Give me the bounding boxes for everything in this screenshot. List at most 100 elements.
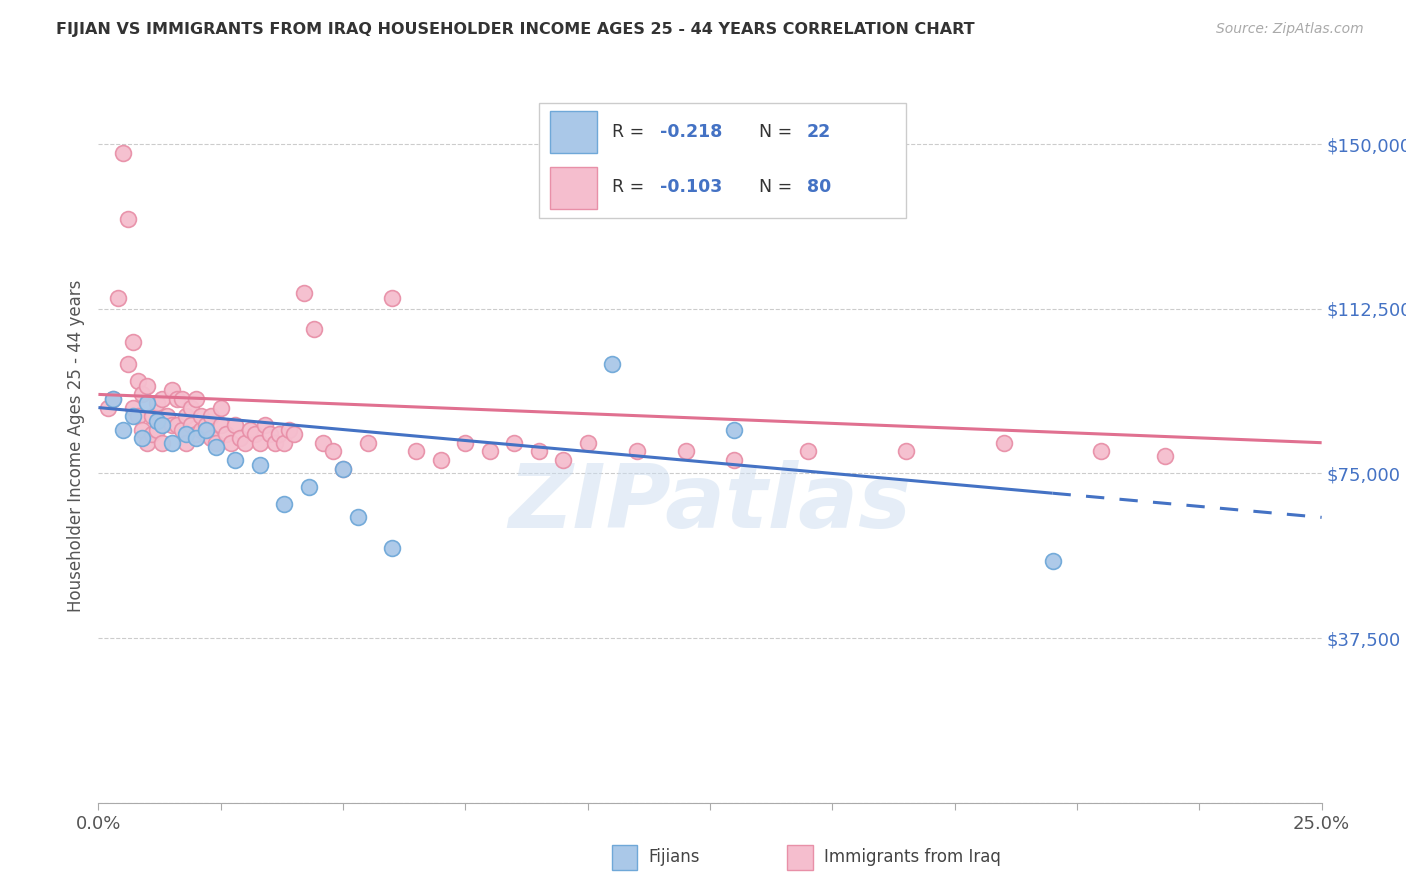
Point: [121, 409, 143, 424]
Point: [107, 291, 129, 305]
Point: [723, 423, 745, 437]
Point: [117, 357, 139, 371]
Point: [214, 426, 236, 441]
Point: [190, 409, 212, 424]
Point: [273, 435, 295, 450]
Point: [160, 418, 183, 433]
Point: [263, 435, 285, 450]
Point: [127, 374, 149, 388]
Point: [600, 357, 623, 371]
Point: [205, 435, 228, 450]
Point: [224, 453, 246, 467]
Point: [170, 392, 193, 406]
Point: [332, 462, 354, 476]
Point: [170, 423, 193, 437]
Point: [239, 423, 262, 437]
Point: [186, 426, 208, 441]
Point: [233, 435, 256, 450]
Point: [527, 444, 550, 458]
Point: [186, 431, 208, 445]
Point: [186, 392, 208, 406]
Point: [166, 392, 188, 406]
Point: [253, 418, 276, 433]
Point: [121, 401, 143, 415]
Point: [97, 401, 120, 415]
Point: [332, 462, 354, 476]
Point: [146, 423, 169, 437]
Point: [312, 435, 335, 450]
Point: [136, 435, 159, 450]
Point: [146, 396, 169, 410]
Point: [229, 431, 252, 445]
Point: [195, 423, 218, 437]
Point: [576, 435, 599, 450]
Point: [117, 211, 139, 226]
Point: [478, 444, 501, 458]
Point: [1154, 449, 1177, 463]
Point: [150, 392, 173, 406]
Point: [180, 401, 202, 415]
Point: [219, 435, 242, 450]
Point: [356, 435, 378, 450]
Point: [176, 426, 198, 441]
Text: Fijians: Fijians: [648, 848, 700, 866]
Point: [269, 426, 291, 441]
Point: [180, 418, 202, 433]
Point: [626, 444, 648, 458]
Text: ZIPatlas: ZIPatlas: [509, 459, 911, 547]
Point: [209, 418, 232, 433]
Point: [205, 440, 228, 454]
Point: [322, 444, 344, 458]
Point: [200, 431, 222, 445]
Point: [675, 444, 697, 458]
Point: [894, 444, 917, 458]
Point: [249, 458, 271, 472]
Point: [141, 426, 163, 441]
Point: [111, 145, 134, 160]
Point: [1090, 444, 1112, 458]
Point: [454, 435, 477, 450]
Point: [993, 435, 1015, 450]
Text: Immigrants from Iraq: Immigrants from Iraq: [824, 848, 1001, 866]
Point: [553, 453, 575, 467]
Y-axis label: Householder Income Ages 25 - 44 years: Householder Income Ages 25 - 44 years: [66, 280, 84, 612]
Point: [249, 435, 271, 450]
Point: [127, 409, 149, 424]
Point: [278, 423, 301, 437]
Point: [176, 435, 198, 450]
Point: [292, 286, 315, 301]
Point: [209, 401, 232, 415]
Point: [160, 435, 183, 450]
Point: [176, 409, 198, 424]
Point: [259, 426, 281, 441]
Point: [298, 480, 321, 494]
Text: FIJIAN VS IMMIGRANTS FROM IRAQ HOUSEHOLDER INCOME AGES 25 - 44 YEARS CORRELATION: FIJIAN VS IMMIGRANTS FROM IRAQ HOUSEHOLD…: [56, 22, 974, 37]
Point: [195, 418, 218, 433]
Point: [131, 387, 153, 401]
Point: [136, 378, 159, 392]
Point: [797, 444, 820, 458]
Point: [141, 409, 163, 424]
Text: Source: ZipAtlas.com: Source: ZipAtlas.com: [1216, 22, 1364, 37]
Point: [723, 453, 745, 467]
Point: [190, 423, 212, 437]
Point: [243, 426, 266, 441]
Point: [121, 334, 143, 349]
Point: [430, 453, 453, 467]
Point: [111, 423, 134, 437]
Point: [160, 383, 183, 397]
Point: [381, 291, 404, 305]
Point: [1042, 554, 1064, 568]
Point: [273, 497, 295, 511]
Point: [405, 444, 427, 458]
Point: [101, 392, 124, 406]
Point: [346, 510, 368, 524]
Point: [200, 409, 222, 424]
Point: [136, 396, 159, 410]
Point: [302, 321, 325, 335]
Point: [131, 431, 153, 445]
Point: [150, 435, 173, 450]
Point: [166, 418, 188, 433]
Point: [131, 423, 153, 437]
Point: [101, 392, 124, 406]
